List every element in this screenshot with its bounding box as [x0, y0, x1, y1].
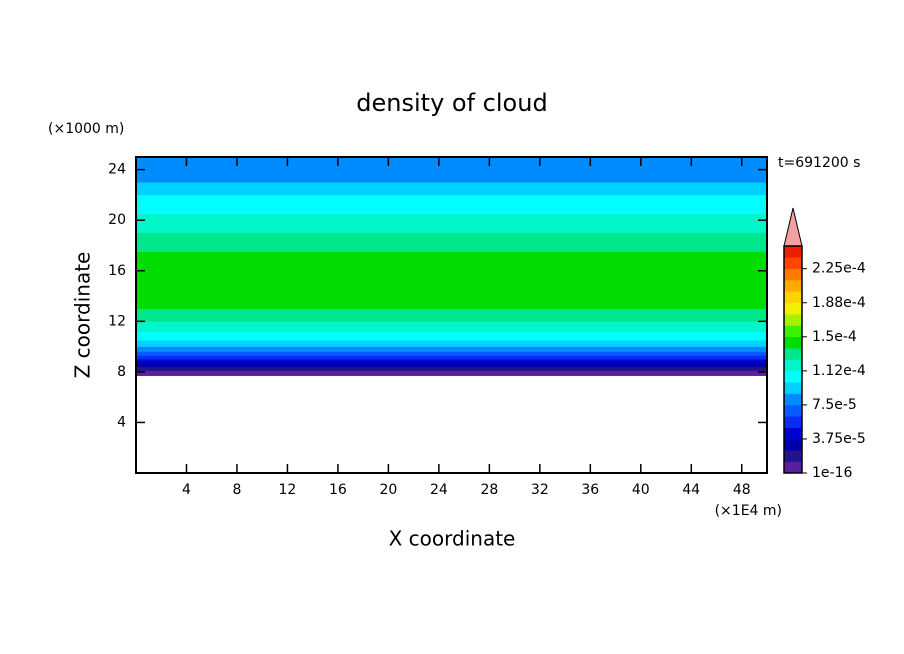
x-tick-label: 44	[682, 482, 700, 498]
contour-band	[135, 166, 768, 183]
y-tick-label: 4	[117, 414, 126, 430]
plot-frame	[135, 156, 768, 474]
x-tick-label: 28	[480, 482, 498, 498]
contour-band	[135, 358, 768, 364]
colorbar-tick-label: 1e-16	[812, 465, 852, 481]
x-tick-label: 16	[329, 482, 347, 498]
colorbar-swatch	[783, 347, 803, 360]
colorbar-tick-label: 7.5e-5	[812, 397, 857, 413]
contour-band	[135, 308, 768, 322]
contour-band	[135, 370, 768, 376]
y-unit: (×1000 m)	[48, 121, 124, 137]
colorbar-extend	[783, 207, 803, 247]
contour-band	[135, 321, 768, 332]
colorbar-swatch	[783, 438, 803, 451]
x-unit: (×1E4 m)	[715, 503, 782, 519]
colorbar-swatch	[783, 359, 803, 372]
colorbar-swatch	[783, 393, 803, 406]
x-tick-label: 36	[581, 482, 599, 498]
contour-band	[135, 351, 768, 356]
y-tick-label: 20	[108, 212, 126, 228]
colorbar-swatch	[783, 268, 803, 281]
x-tick-label: 40	[632, 482, 650, 498]
contour-band	[135, 213, 768, 234]
contour-band	[135, 194, 768, 215]
colorbar-swatch	[783, 325, 803, 338]
colorbar-tick-label: 3.75e-5	[812, 431, 866, 447]
y-tick-label: 16	[108, 263, 126, 279]
colorbar-swatch	[783, 450, 803, 462]
contour-band	[135, 340, 768, 347]
colorbar-tick-label: 1.12e-4	[812, 363, 866, 379]
colorbar-swatch	[783, 427, 803, 440]
colorbar-frame	[783, 245, 803, 474]
colorbar-swatch	[783, 404, 803, 417]
x-tick-label: 20	[379, 482, 397, 498]
contour-band	[135, 251, 768, 309]
y-tick-label: 8	[117, 364, 126, 380]
y-axis-title: Z coordinate	[71, 252, 95, 379]
contour-band	[135, 232, 768, 253]
time-label: t=691200 s	[778, 155, 860, 171]
colorbar-swatch	[783, 302, 803, 315]
contour-band	[135, 355, 768, 360]
x-tick-label: 8	[232, 482, 241, 498]
colorbar-swatch	[783, 257, 803, 269]
colorbar-swatch	[783, 291, 803, 303]
contour-band	[135, 156, 768, 168]
x-tick-label: 12	[279, 482, 297, 498]
x-tick-label: 32	[531, 482, 549, 498]
chart-title: density of cloud	[356, 89, 547, 117]
colorbar-tick-label: 1.88e-4	[812, 295, 866, 311]
colorbar-swatch	[783, 370, 803, 383]
x-tick-label: 4	[182, 482, 191, 498]
colorbar-swatch	[783, 381, 803, 394]
colorbar-tick-label: 1.5e-4	[812, 329, 857, 345]
x-axis-title: X coordinate	[389, 527, 516, 551]
contour-band	[135, 366, 768, 371]
colorbar-swatch	[783, 461, 803, 474]
colorbar-swatch	[783, 313, 803, 326]
colorbar-swatch	[783, 416, 803, 428]
contour-band	[135, 331, 768, 341]
contour-band	[135, 362, 768, 368]
y-tick-label: 12	[108, 313, 126, 329]
contour-band	[135, 346, 768, 352]
colorbar-swatch	[783, 245, 803, 258]
x-tick-label: 24	[430, 482, 448, 498]
x-tick-label: 48	[733, 482, 751, 498]
colorbar-swatch	[783, 279, 803, 292]
colorbar-swatch	[783, 336, 803, 349]
y-tick-label: 24	[108, 162, 126, 178]
colorbar-tick-label: 2.25e-4	[812, 261, 866, 277]
contour-band	[135, 182, 768, 196]
